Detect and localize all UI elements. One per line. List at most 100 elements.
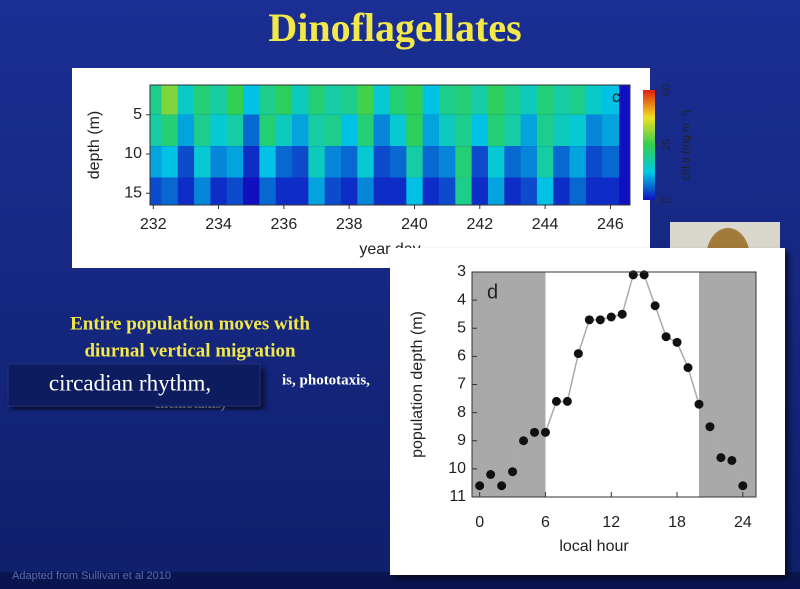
colorbar-tick-label: 0	[661, 197, 673, 203]
y-tick-label: 7	[457, 376, 466, 393]
y-tick-label: 6	[457, 348, 466, 365]
heatmap-cell	[438, 114, 456, 147]
y-axis-label: depth (m)	[86, 111, 103, 179]
heatmap-cell	[308, 85, 326, 115]
heatmap-cell	[292, 85, 309, 115]
point	[584, 315, 594, 325]
point	[672, 337, 682, 347]
body-text: is, phototaxis,	[282, 372, 370, 388]
heatmap-cell	[308, 177, 326, 205]
heatmap-cell	[553, 85, 571, 115]
heatmap-cell	[569, 146, 587, 178]
line-chart: 0 6 12 18 24 3 4 5 6 7 8 9 10 11 local hour population …	[409, 263, 757, 555]
x-tick-label: 12	[602, 514, 620, 531]
point	[551, 396, 561, 406]
heatmap-cell	[390, 146, 407, 178]
heatmap-cell	[341, 177, 358, 205]
heatmap-cell	[292, 146, 309, 178]
heatmap-cell	[357, 114, 375, 147]
point	[595, 315, 605, 325]
heatmap-cell	[226, 177, 244, 205]
x-tick-label: 238	[336, 216, 363, 233]
point	[573, 349, 583, 359]
heatmap-cell	[161, 177, 179, 205]
heatmap-cell	[150, 177, 162, 205]
heatmap-cell	[243, 114, 260, 147]
heatmap-cell	[275, 114, 293, 147]
heatmap-cells	[150, 85, 630, 205]
heatmap-cell	[226, 85, 244, 115]
heatmap-cell	[161, 85, 179, 115]
heatmap-cell	[341, 114, 358, 147]
x-tick-label: 246	[597, 216, 624, 233]
heatmap-cell	[150, 146, 162, 178]
heatmap-cell	[324, 114, 342, 147]
heatmap-cell	[406, 85, 424, 115]
heatmap-cell	[275, 85, 293, 115]
y-axis-label: population depth (m)	[409, 311, 426, 458]
heatmap-cell	[357, 177, 375, 205]
body-text: Entire population moves with	[70, 313, 310, 334]
heatmap-cell	[602, 146, 620, 178]
heatmap-cell	[243, 177, 260, 205]
heatmap-cell	[406, 114, 424, 147]
point	[716, 453, 726, 463]
heatmap-cell	[341, 85, 358, 115]
point	[727, 455, 737, 465]
heatmap-cell	[210, 146, 228, 178]
heatmap-cell	[150, 85, 162, 115]
heatmap-cell	[275, 146, 293, 178]
heatmap-cell	[471, 114, 489, 147]
heatmap-cell	[194, 85, 211, 115]
colorbar	[643, 90, 655, 200]
heatmap-cell	[150, 114, 162, 147]
heatmap-cell	[226, 146, 244, 178]
heatmap-cell	[471, 177, 489, 205]
point	[508, 467, 518, 477]
point	[475, 481, 485, 491]
heatmap-cell	[194, 177, 211, 205]
heatmap-cell	[569, 114, 587, 147]
heatmap-cell	[259, 146, 277, 178]
heatmap-cell	[487, 177, 505, 205]
point	[562, 396, 572, 406]
heatmap-cell	[455, 85, 473, 115]
heatmap-cell	[520, 177, 538, 205]
heatmap-cell	[177, 177, 195, 205]
heatmap-cell	[373, 85, 391, 115]
body-text: diurnal vertical migration	[84, 340, 296, 361]
y-tick-label: 5	[133, 106, 142, 123]
heatmap-cell	[226, 114, 244, 147]
x-tick-label: 240	[401, 216, 428, 233]
panel-label: d	[487, 281, 498, 303]
heatmap-cell	[210, 85, 228, 115]
heatmap-cell	[308, 114, 326, 147]
y-tick-label: 15	[124, 184, 142, 201]
heatmap-cell	[422, 146, 440, 178]
x-tick-label: 24	[734, 514, 752, 531]
heatmap-cell	[487, 114, 505, 147]
heatmap-cell	[471, 146, 489, 178]
heatmap-cell	[438, 146, 456, 178]
x-tick-label: 18	[668, 514, 686, 531]
x-tick-label: 232	[140, 216, 167, 233]
heatmap-cell	[422, 114, 440, 147]
colorbar-tick-label: 50	[661, 84, 673, 96]
heatmap-cell	[308, 146, 326, 178]
y-tick-label: 4	[457, 291, 466, 308]
callout-box	[7, 363, 261, 407]
heatmap-cell	[455, 146, 473, 178]
point	[650, 301, 660, 311]
x-tick-label: 0	[475, 514, 484, 531]
heatmap-cell	[390, 177, 407, 205]
point	[486, 470, 496, 479]
heatmap-cell	[406, 146, 424, 178]
heatmap-cell	[455, 114, 473, 147]
heatmap-cell	[210, 114, 228, 147]
y-tick-label: 5	[457, 319, 466, 336]
point	[628, 270, 638, 280]
heatmap-cell	[373, 177, 391, 205]
heatmap-cell	[438, 85, 456, 115]
point	[683, 363, 693, 373]
